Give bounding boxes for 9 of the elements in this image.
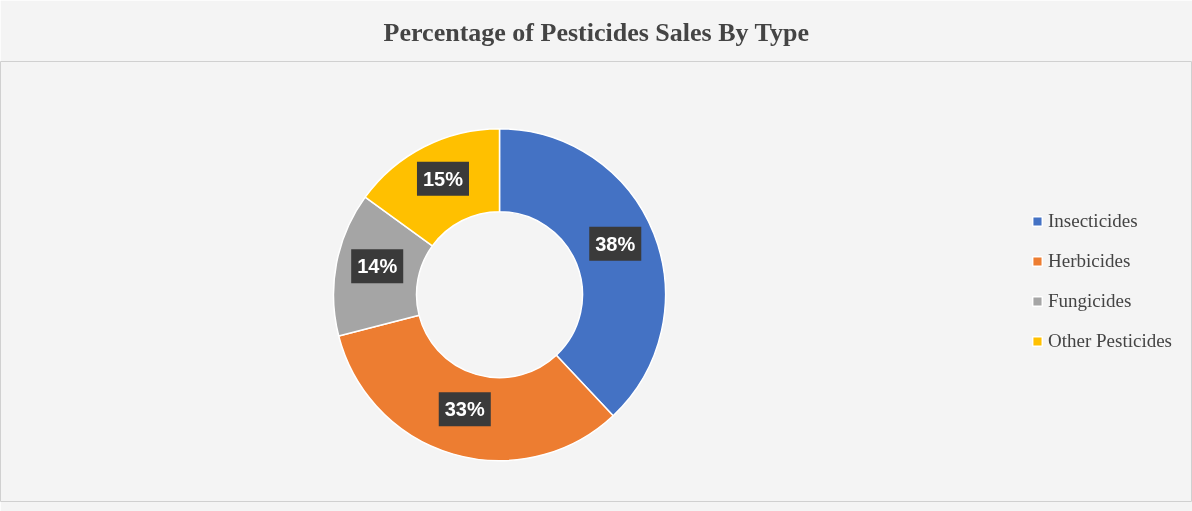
- data-label: 15%: [422, 167, 464, 190]
- data-label: 38%: [595, 232, 636, 255]
- legend-label: Fungicides: [1047, 290, 1132, 312]
- legend-label: Insecticides: [1047, 210, 1138, 232]
- chart-title: Percentage of Pesticides Sales By Type: [383, 17, 809, 47]
- legend-label: Herbicides: [1047, 250, 1131, 272]
- data-label: 14%: [357, 255, 398, 278]
- legend-label: Other Pesticides: [1047, 330, 1172, 352]
- data-label: 33%: [444, 398, 485, 421]
